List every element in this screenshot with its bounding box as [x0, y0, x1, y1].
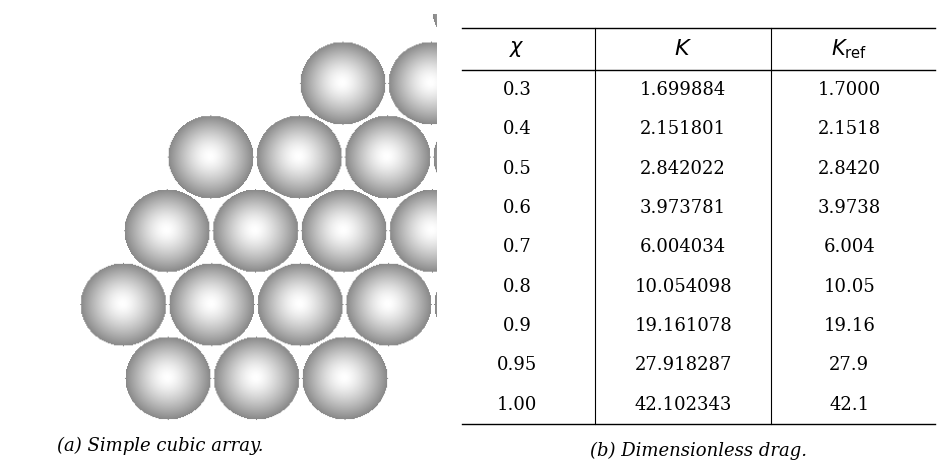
Text: 0.4: 0.4 — [503, 120, 531, 138]
Text: 27.9: 27.9 — [829, 356, 869, 374]
Text: 0.9: 0.9 — [503, 317, 531, 335]
Text: 2.842022: 2.842022 — [640, 160, 726, 177]
Text: 19.16: 19.16 — [824, 317, 875, 335]
Text: 2.151801: 2.151801 — [640, 120, 726, 138]
Text: 6.004034: 6.004034 — [640, 238, 726, 256]
Text: 2.8420: 2.8420 — [818, 160, 881, 177]
Text: 6.004: 6.004 — [824, 238, 875, 256]
Text: 10.05: 10.05 — [824, 278, 875, 295]
Text: 2.1518: 2.1518 — [818, 120, 881, 138]
Text: 0.8: 0.8 — [503, 278, 531, 295]
Text: 0.3: 0.3 — [503, 81, 531, 99]
Text: 19.161078: 19.161078 — [635, 317, 732, 335]
Text: 1.699884: 1.699884 — [640, 81, 726, 99]
Text: (a) Simple cubic array.: (a) Simple cubic array. — [57, 437, 263, 455]
Text: 1.7000: 1.7000 — [818, 81, 881, 99]
Text: 1.00: 1.00 — [497, 396, 537, 413]
Text: 10.054098: 10.054098 — [635, 278, 732, 295]
Text: $\chi$: $\chi$ — [509, 39, 525, 59]
Text: 3.973781: 3.973781 — [640, 199, 726, 217]
Text: 0.6: 0.6 — [503, 199, 531, 217]
Text: 3.9738: 3.9738 — [818, 199, 881, 217]
Text: 0.5: 0.5 — [503, 160, 531, 177]
Text: 27.918287: 27.918287 — [635, 356, 732, 374]
Text: 0.95: 0.95 — [497, 356, 537, 374]
Text: $K_{\mathrm{ref}}$: $K_{\mathrm{ref}}$ — [831, 37, 867, 61]
Text: 0.7: 0.7 — [503, 238, 531, 256]
Text: 42.102343: 42.102343 — [635, 396, 732, 413]
Text: (b) Dimensionless drag.: (b) Dimensionless drag. — [590, 441, 807, 460]
Text: $K$: $K$ — [674, 38, 693, 60]
Text: 42.1: 42.1 — [829, 396, 869, 413]
